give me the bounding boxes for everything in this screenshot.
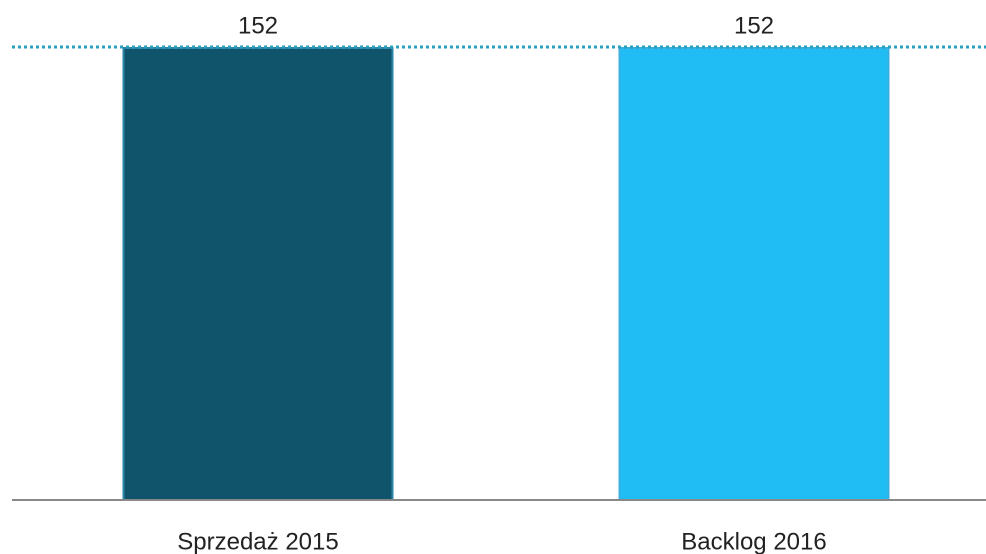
bar	[618, 47, 890, 501]
bar	[122, 47, 394, 501]
x-tick-label: Sprzedaż 2015	[177, 528, 338, 554]
value-label: 152	[734, 12, 774, 39]
x-tick-label: Backlog 2016	[681, 528, 826, 554]
value-label: 152	[238, 12, 278, 39]
